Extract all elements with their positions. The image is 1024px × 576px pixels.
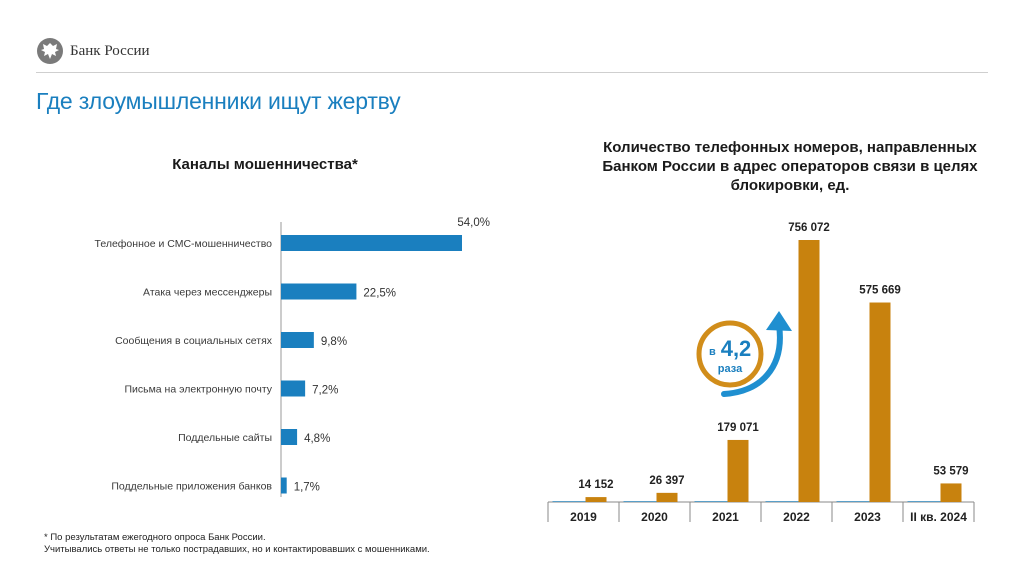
value-label: 9,8%	[321, 336, 347, 348]
bar	[585, 497, 607, 502]
footnote-line-2: Учитывались ответы не только пострадавши…	[44, 544, 430, 555]
left-chart-title: Каналы мошенничества*	[172, 156, 358, 173]
growth-annotation: в 4,2 раза	[696, 311, 792, 397]
value-label: 26 397	[649, 475, 684, 487]
category-label: 2023	[854, 510, 881, 524]
category-label: Атака через мессенджеры	[143, 287, 272, 299]
arrow-head-icon	[766, 311, 792, 331]
category-label: 2022	[783, 510, 810, 524]
category-label: Сообщения в социальных сетях	[115, 335, 273, 347]
header-divider	[36, 72, 988, 73]
growth-prefix: в	[709, 346, 716, 358]
footnote-line-1: * По результатам ежегодного опроса Банк …	[44, 532, 266, 543]
category-label: Телефонное и СМС-мошенничество	[95, 238, 273, 250]
value-label: 53 579	[933, 465, 968, 477]
value-label: 756 072	[788, 222, 830, 234]
brand-name: Банк России	[70, 42, 150, 59]
value-label: 14 152	[578, 479, 613, 491]
category-label: 2021	[712, 510, 739, 524]
category-label: Письма на электронную почту	[124, 384, 272, 396]
page-title: Где злоумышленники ищут жертву	[36, 88, 401, 114]
bar	[281, 477, 287, 494]
value-label: 179 071	[717, 422, 759, 434]
bar	[727, 439, 749, 502]
bar	[281, 380, 306, 397]
bar	[869, 302, 891, 502]
bar	[798, 240, 820, 502]
category-label: Поддельные сайты	[178, 432, 272, 444]
growth-suffix: раза	[718, 363, 743, 375]
bar	[940, 483, 962, 502]
blocked-numbers-chart: 14 152 2019 26 397 2020 179 071 2021 756 072 20…	[547, 222, 975, 524]
growth-number: 4,2	[721, 336, 752, 361]
bar	[281, 235, 462, 251]
category-label: 2019	[570, 510, 597, 524]
value-label: 4,8%	[304, 433, 330, 445]
value-label: 1,7%	[294, 482, 320, 494]
growth-ring	[696, 320, 764, 388]
growth-arrow	[721, 322, 783, 397]
value-label: 22,5%	[363, 288, 396, 300]
bar	[656, 492, 678, 502]
value-label: 7,2%	[312, 385, 338, 397]
category-label: 2020	[641, 510, 668, 524]
value-label: 54,0%	[457, 217, 490, 229]
category-label: II кв. 2024	[910, 510, 967, 524]
double-headed-eagle-icon	[37, 38, 63, 64]
footnote: * По результатам ежегодного опроса Банк …	[44, 532, 430, 556]
bar	[281, 283, 357, 300]
value-label: 575 669	[859, 285, 901, 297]
right-chart-title: Количество телефонных номеров, направлен…	[602, 139, 978, 194]
category-label: Поддельные приложения банков	[111, 481, 272, 493]
fraud-channels-chart: Телефонное и СМС-мошенничество 54,0% Атака…	[95, 217, 490, 497]
bar	[281, 429, 298, 445]
bar	[281, 332, 314, 348]
header: Банк России	[36, 36, 150, 66]
